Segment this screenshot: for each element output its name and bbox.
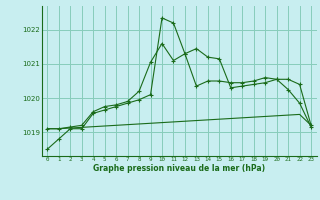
X-axis label: Graphe pression niveau de la mer (hPa): Graphe pression niveau de la mer (hPa) xyxy=(93,164,265,173)
